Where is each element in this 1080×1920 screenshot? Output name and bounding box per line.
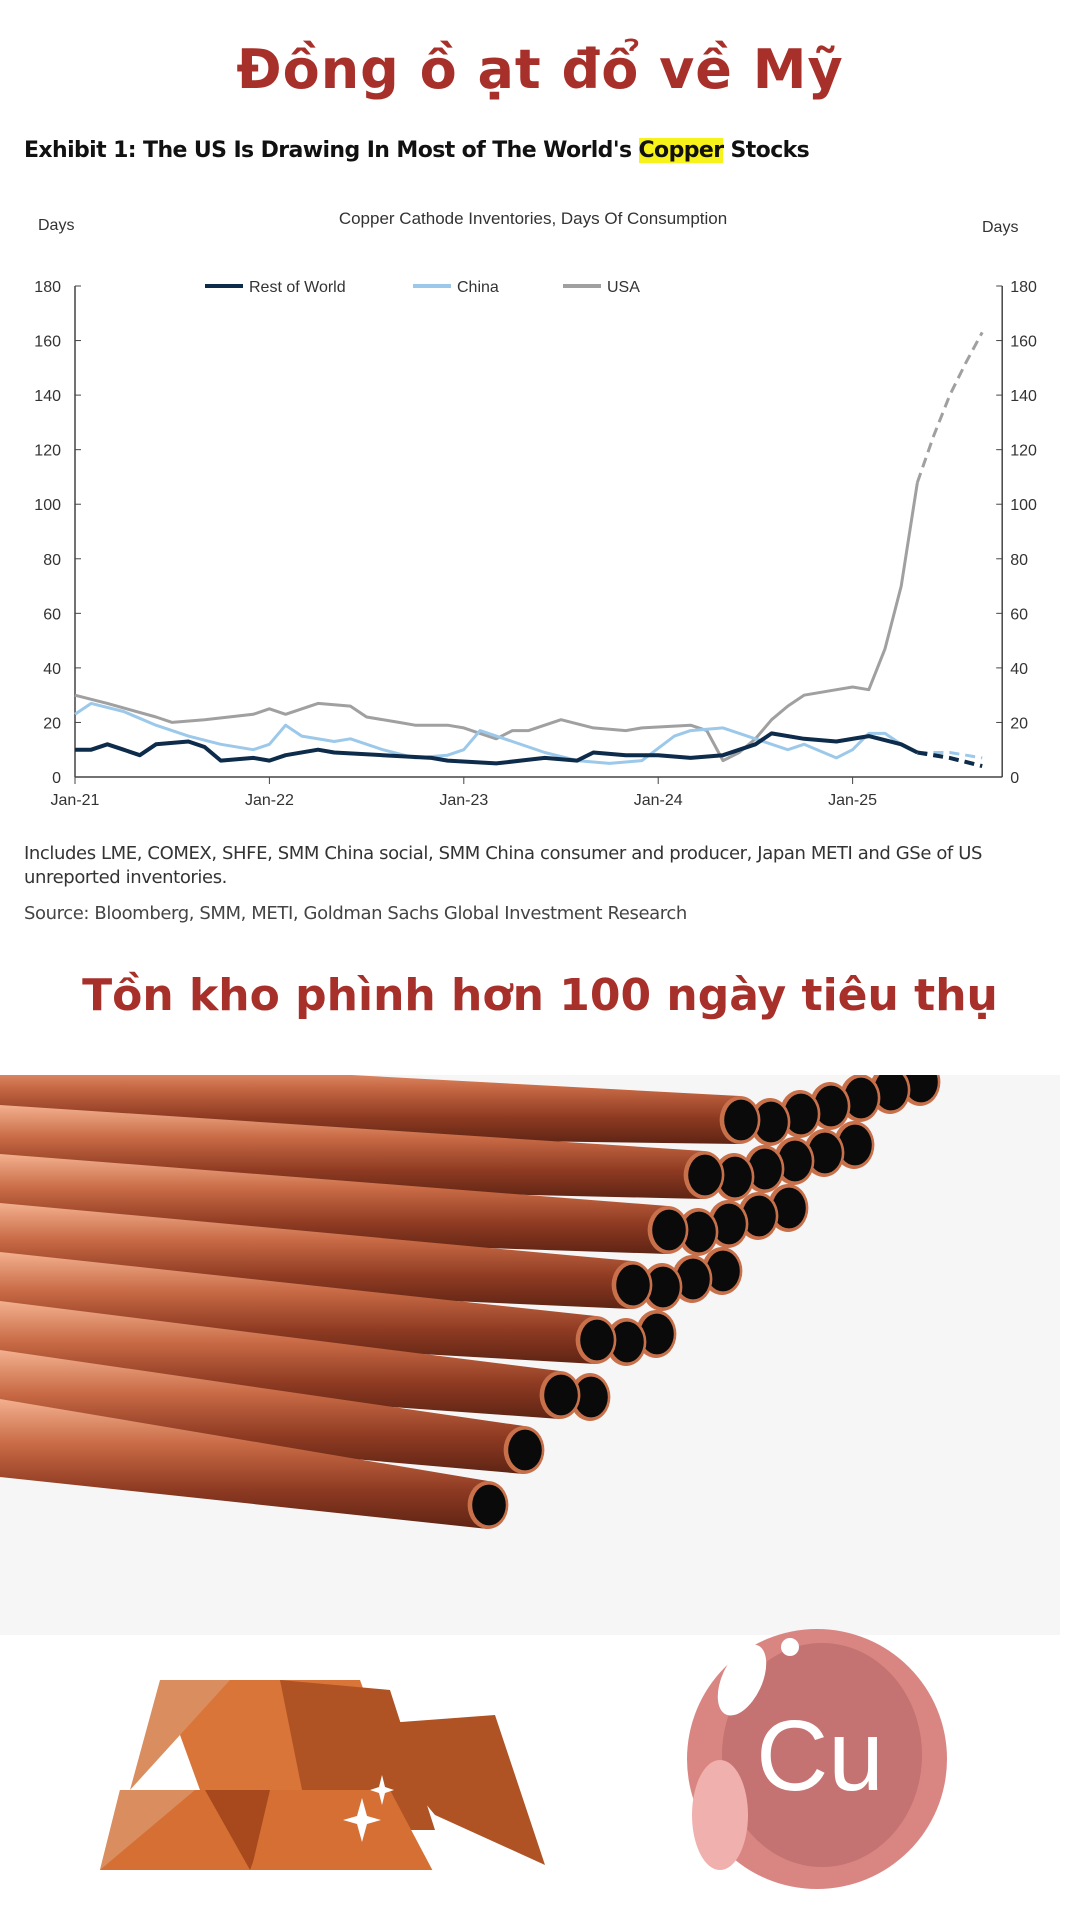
inventory-chart: Copper Cathode Inventories, Days Of Cons… (34, 209, 1037, 809)
series-line-usa (74, 482, 919, 763)
y-axis-label-right: Days (982, 219, 1018, 236)
series-forecast-usa (915, 331, 984, 483)
element-symbol: Cu (756, 1700, 884, 1812)
y-tick-label-left: 100 (34, 497, 61, 514)
subheadline: Tồn kho phình hơn 100 ngày tiêu thụ (82, 970, 998, 1021)
copper-pipes-image (0, 1075, 1060, 1635)
y-tick-label-left: 40 (43, 661, 61, 678)
sparkle-icon (370, 1775, 394, 1805)
y-tick-label-right: 100 (1010, 497, 1037, 514)
y-tick-label-right: 160 (1010, 334, 1037, 351)
exhibit-title-suffix: Stocks (723, 138, 810, 163)
series-forecast-china (917, 751, 983, 760)
y-tick-label-right: 180 (1010, 279, 1037, 296)
y-tick-label-left: 60 (43, 606, 61, 623)
exhibit-title: Exhibit 1: The US Is Drawing In Most of … (24, 138, 810, 163)
y-axis-label-left: Days (38, 217, 74, 234)
series-forecast-rest-of-world (917, 750, 983, 769)
y-tick-label-right: 120 (1010, 443, 1037, 460)
headline: Đồng ồ ạt đổ về Mỹ (236, 38, 844, 101)
y-tick-label-right: 140 (1010, 388, 1037, 405)
y-tick-label-left: 0 (52, 770, 61, 787)
legend-label: China (457, 279, 499, 296)
y-tick-label-right: 20 (1010, 715, 1028, 732)
y-tick-label-left: 80 (43, 552, 61, 569)
copper-ingots-icon (100, 1680, 545, 1870)
x-tick-label: Jan-21 (51, 792, 100, 809)
series-line-china (74, 701, 919, 765)
series-lines (74, 331, 984, 769)
chart-source: Source: Bloomberg, SMM, METI, Goldman Sa… (24, 903, 687, 924)
y-tick-label-right: 60 (1010, 606, 1028, 623)
chart-title: Copper Cathode Inventories, Days Of Cons… (339, 209, 727, 228)
x-tick-label: Jan-25 (828, 792, 877, 809)
y-tick-label-left: 20 (43, 715, 61, 732)
sparkle-icon (343, 1798, 381, 1842)
exhibit-title-prefix: Exhibit 1: The US Is Drawing In Most of … (24, 138, 639, 163)
x-tick-label: Jan-23 (439, 792, 488, 809)
legend: Rest of World China USA (205, 279, 640, 296)
chart-note: Includes LME, COMEX, SHFE, SMM China soc… (24, 843, 982, 888)
y-tick-label-left: 120 (34, 443, 61, 460)
axes: 0 0 20 20 40 40 60 60 80 80 100 100 120 120 140 140 160 1… (34, 279, 1037, 809)
copper-element-badge: Cu (687, 1629, 947, 1889)
y-tick-label-left: 180 (34, 279, 61, 296)
x-tick-label: Jan-22 (245, 792, 294, 809)
series-line-rest-of-world (75, 731, 919, 766)
y-tick-label-left: 140 (34, 388, 61, 405)
y-tick-label-right: 0 (1010, 770, 1019, 787)
x-tick-label: Jan-24 (634, 792, 683, 809)
exhibit-title-highlight: Copper (638, 138, 724, 163)
y-tick-label-right: 40 (1010, 661, 1028, 678)
legend-label: USA (607, 279, 640, 296)
legend-label: Rest of World (249, 279, 346, 296)
y-tick-label-left: 160 (34, 334, 61, 351)
y-tick-label-right: 80 (1010, 552, 1028, 569)
